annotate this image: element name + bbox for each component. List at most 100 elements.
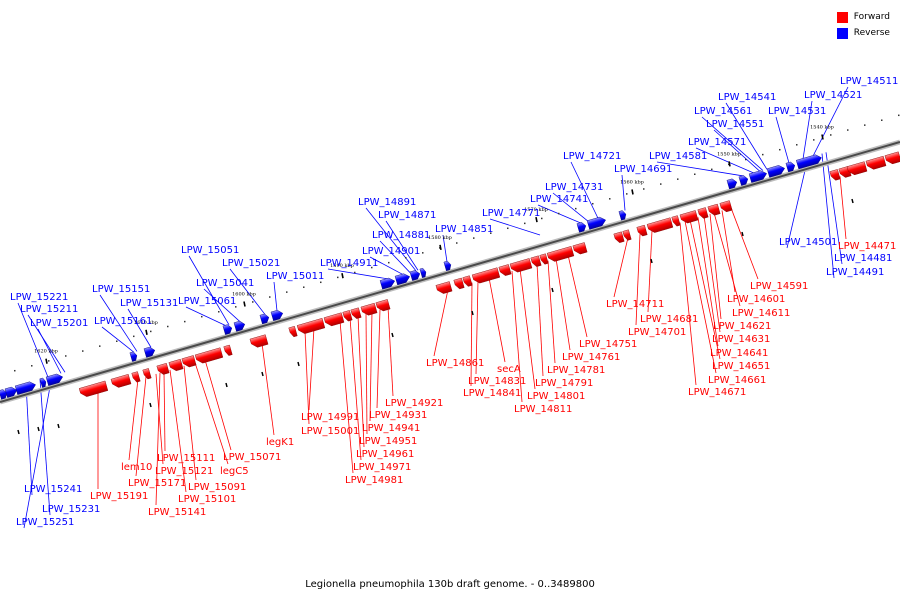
reverse-gene-label: LPW_14511 [840, 76, 898, 87]
label-leader-line [155, 373, 164, 465]
label-leader-line [357, 315, 365, 448]
reverse-gene-label: LPW_14481 [834, 253, 892, 264]
label-leader-line [365, 207, 417, 272]
frame-tick [741, 231, 744, 237]
scale-tick-label: 1620 kbp [34, 349, 58, 355]
scale-tick [145, 329, 148, 335]
scale-dot [218, 311, 220, 313]
reverse-gene-arrow [379, 277, 396, 290]
label-leader-line [385, 220, 419, 271]
forward-gene-arrow [350, 307, 362, 319]
scale-tick [439, 244, 442, 251]
reverse-gene-label: LPW_14851 [435, 224, 493, 235]
reverse-gene-arrow [748, 170, 767, 183]
reverse-gene-label: LPW_14491 [826, 267, 884, 278]
gene-labels: LPW_14511 LPW_14521 LPW_14531 LPW_14541 LPW_… [10, 76, 898, 528]
scale-tick-label: 1560 kbp [620, 179, 644, 185]
scale-dot [830, 134, 832, 136]
scale-dot [609, 198, 611, 200]
scale-dot [184, 320, 186, 323]
scale-dot [762, 153, 764, 156]
scale-dot [847, 129, 849, 131]
forward-gene-arrow [697, 207, 709, 219]
scale-dot [422, 252, 424, 254]
label-leader-line [697, 217, 719, 347]
label-leader-line [475, 280, 479, 375]
reverse-gene-label: LPW_14541 [718, 92, 776, 103]
forward-gene-label: LPW_14941 [362, 423, 420, 434]
reverse-gene-label: LPW_14891 [358, 197, 416, 208]
reverse-gene-label: LPW_14501 [779, 237, 837, 248]
label-leader-line [721, 210, 736, 293]
label-leader-line [379, 240, 411, 273]
label-leader-line [703, 215, 721, 333]
scale-dot [269, 296, 271, 298]
scale-tick-label: 1540 kbp [810, 125, 834, 131]
scale-dot [898, 114, 900, 117]
reverse-gene-label: LPW_14881 [372, 230, 430, 241]
forward-gene-arrow [156, 362, 170, 375]
reverse-gene-label: LPW_15201 [30, 318, 88, 329]
reverse-gene-arrow [738, 175, 749, 186]
forward-gene-arrow [671, 215, 681, 227]
reverse-gene-arrow [14, 381, 36, 395]
scale-dot [643, 188, 645, 190]
scale-dot [626, 193, 628, 195]
kbp-scale: 1540 kbp 1550 kbp 1560 kbp 1570 kbp 1580 kbp… [17, 125, 854, 435]
scale-tick [631, 189, 634, 195]
label-leader-line [825, 152, 843, 265]
forward-gene-arrow [375, 299, 391, 312]
scale-dot [660, 183, 662, 185]
label-leader-line [99, 294, 138, 352]
label-leader-line [519, 268, 536, 390]
scale-dot [252, 301, 254, 303]
label-leader-line [387, 306, 394, 397]
forward-gene-label: LPW_14981 [345, 475, 403, 486]
scale-dot [473, 237, 475, 239]
forward-gene-label: LPW_14711 [606, 299, 664, 310]
forward-gene-arrow [435, 281, 453, 294]
scale-dot [711, 168, 713, 171]
reverse-gene-arrow [4, 386, 18, 398]
label-leader-line [679, 222, 697, 386]
reverse-gene-label: LPW_15221 [10, 292, 68, 303]
legend-reverse-label: Reverse [853, 28, 890, 38]
scale-dot [490, 232, 492, 234]
forward-gene-label: LPW_14661 [708, 375, 766, 386]
reverse-gene-arrow [143, 346, 156, 358]
reverse-gene-label: LPW_15011 [266, 271, 324, 282]
reverse-gene-label: LPW_14571 [688, 137, 746, 148]
forward-gene-label: LPW_15001 [301, 426, 359, 437]
label-leader-line [194, 362, 229, 465]
frame-tick [149, 402, 152, 408]
forward-gene-label: LPW_14641 [710, 348, 768, 359]
label-leader-line [203, 288, 241, 322]
frame-tick [37, 426, 40, 432]
scale-tick [243, 301, 246, 307]
reverse-gene-label: LPW_14741 [530, 194, 588, 205]
forward-gene-arrow [884, 151, 900, 165]
forward-gene-arrow [360, 302, 378, 316]
forward-gene-arrow [181, 355, 197, 368]
forward-gene-label: LPW_15121 [155, 466, 213, 477]
label-leader-line [433, 289, 449, 357]
label-leader-line [709, 213, 722, 320]
scale-tick-label: 1550 kbp [717, 151, 741, 157]
reverse-gene-label: LPW_15231 [42, 504, 100, 515]
reverse-gene-label: LPW_15241 [24, 484, 82, 495]
reverse-gene-label: LPW_14531 [768, 106, 826, 117]
label-leader-line [635, 234, 641, 326]
reverse-gene-label: LPW_14521 [804, 90, 862, 101]
scale-dot [150, 330, 152, 333]
forward-gene-arrow [194, 347, 224, 364]
forward-gene-label: LPW_14971 [353, 462, 411, 473]
label-leader-line [376, 309, 381, 409]
frame-tick [851, 198, 854, 204]
label-leader-line [547, 260, 556, 364]
label-leader-line [621, 174, 626, 211]
label-leader-line [369, 311, 373, 422]
forward-gene-arrow [168, 358, 184, 372]
label-leader-line [163, 371, 166, 452]
reverse-gene-arrow [618, 210, 627, 221]
scale-tick-label: 1600 kbp [232, 292, 256, 298]
